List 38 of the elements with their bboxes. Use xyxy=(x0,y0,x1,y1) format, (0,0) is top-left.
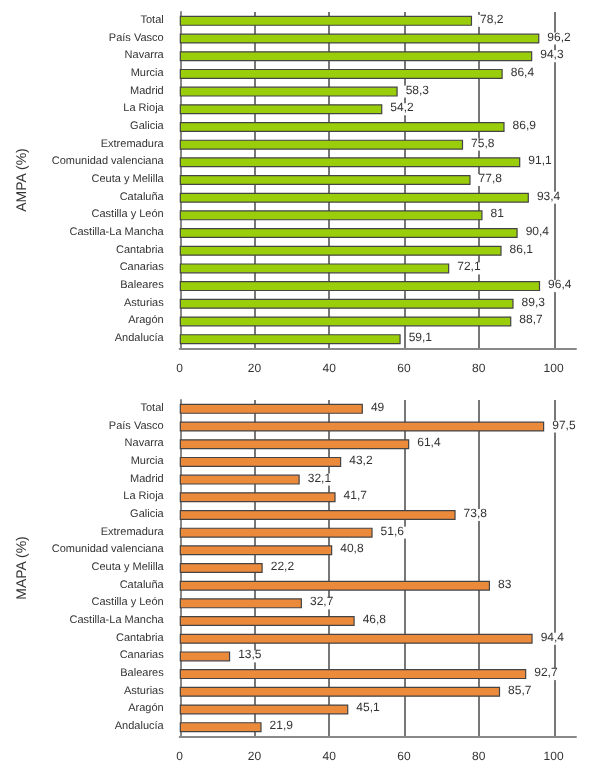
bar xyxy=(179,51,533,62)
bar xyxy=(179,192,529,203)
bar xyxy=(179,245,502,256)
bar xyxy=(179,722,262,733)
bar xyxy=(179,704,349,715)
bar xyxy=(179,509,456,520)
bar xyxy=(179,403,363,414)
bar xyxy=(179,15,473,26)
bar xyxy=(179,210,483,221)
bar xyxy=(179,86,398,97)
bar xyxy=(179,545,333,556)
bar xyxy=(179,104,383,115)
bar xyxy=(179,157,521,168)
bar xyxy=(179,121,505,132)
bar xyxy=(179,298,514,309)
bar xyxy=(179,139,464,150)
bar xyxy=(179,68,503,79)
bar xyxy=(179,456,342,467)
bar xyxy=(179,527,373,538)
bar xyxy=(179,633,533,644)
bar xyxy=(179,580,491,591)
bar xyxy=(179,228,518,239)
bar xyxy=(179,669,527,680)
bar xyxy=(179,33,540,44)
bar xyxy=(179,686,501,697)
bar xyxy=(179,474,300,485)
bar xyxy=(179,598,302,609)
bar xyxy=(179,439,410,450)
bar xyxy=(179,334,401,345)
bar xyxy=(179,281,541,292)
bar xyxy=(179,316,512,327)
bar xyxy=(179,563,263,573)
bar xyxy=(179,175,471,185)
bar xyxy=(179,651,231,662)
bar xyxy=(179,492,336,503)
bar xyxy=(179,616,355,627)
bar xyxy=(179,421,545,432)
bar xyxy=(179,263,450,274)
